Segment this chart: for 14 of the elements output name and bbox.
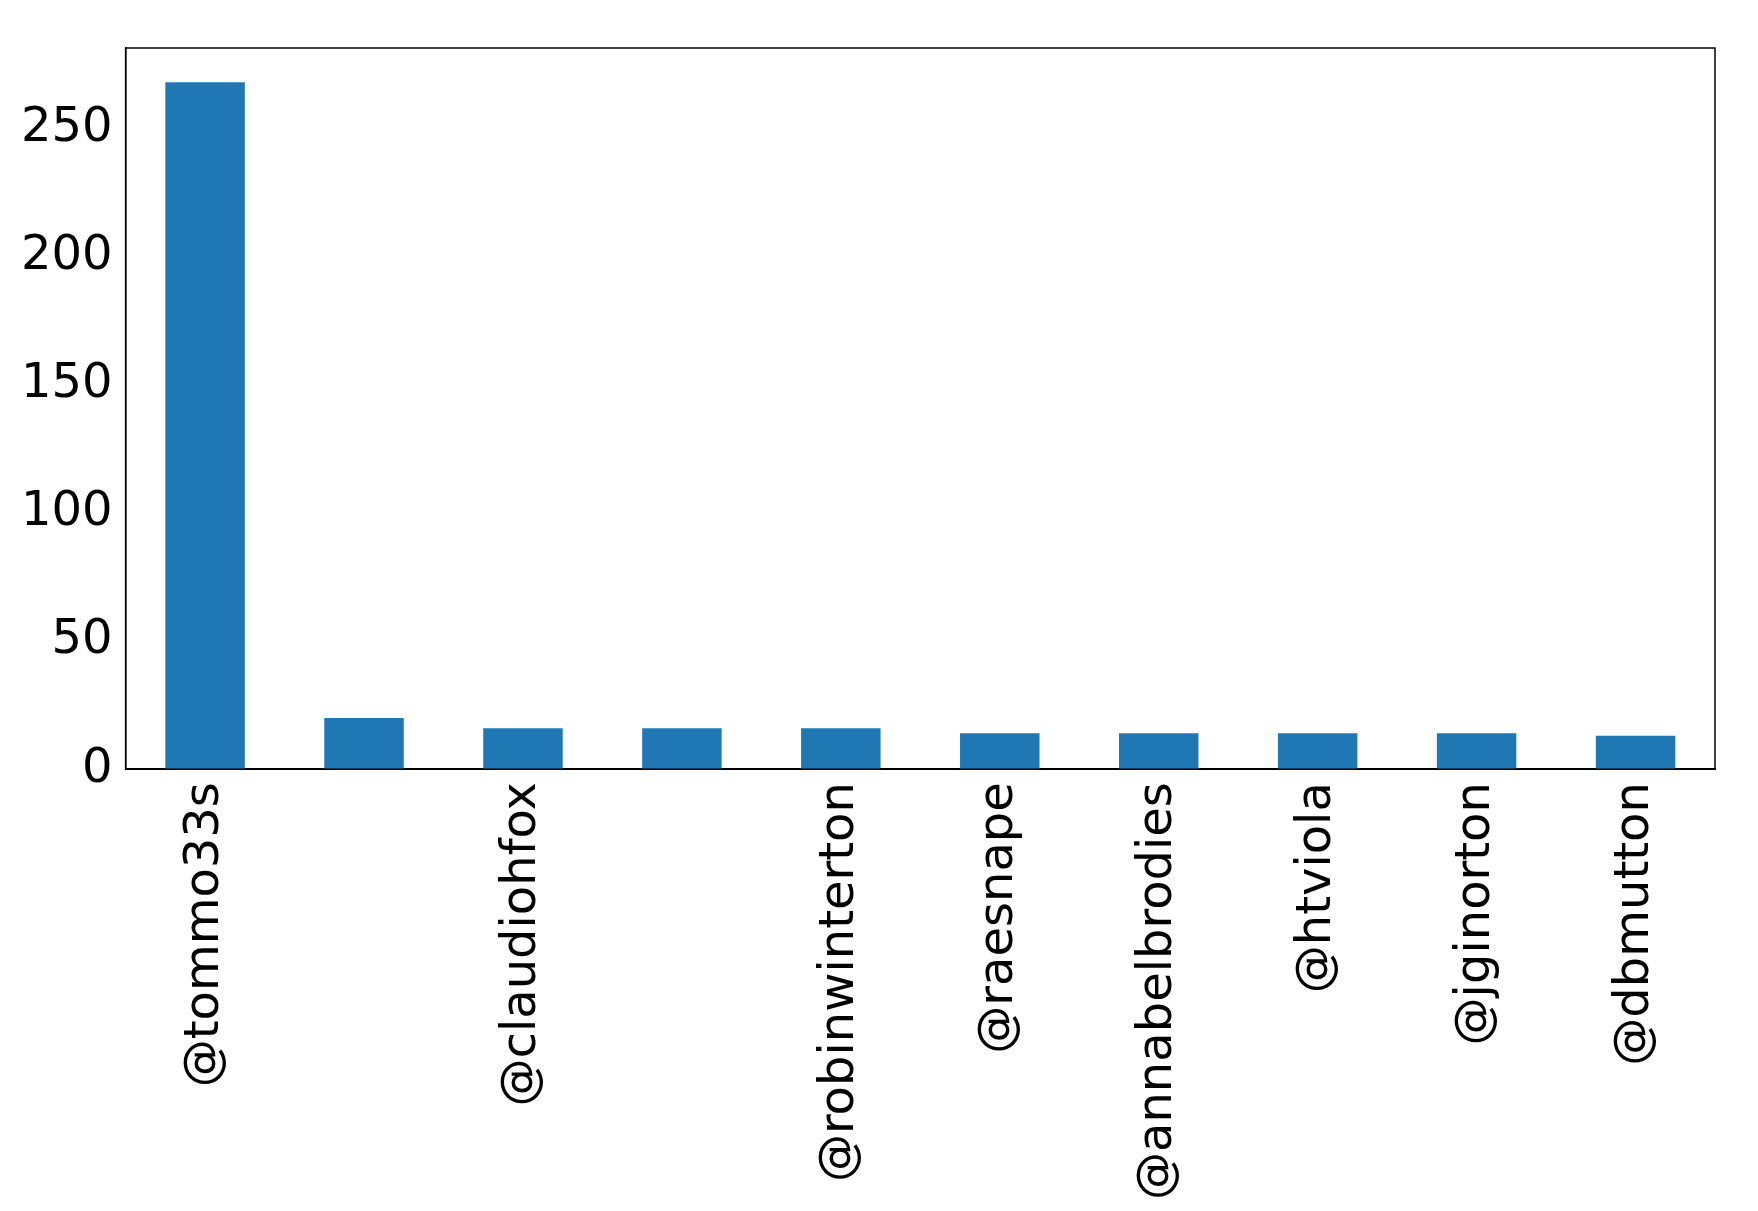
x-tick-label: @robinwinterton [808,782,865,1183]
x-tick-label: @claudiohfox [490,782,547,1107]
x-tick-label: @dbmutton [1603,782,1659,1066]
x-tick-label: @annabelbrodies [1126,782,1183,1201]
y-tick-label: 100 [20,480,113,537]
y-tick-label: 50 [51,608,113,665]
y-tick-label: 250 [20,95,113,152]
y-tick-label: 150 [20,352,113,409]
y-tick-label: 200 [20,224,113,281]
x-tick-label: @raesnape [967,782,1024,1054]
y-tick-label: 0 [82,736,113,793]
x-tick-label: @jginorton [1444,782,1501,1046]
x-tick-label: @htviola [1285,782,1342,994]
x-tick-label: @tommo33s [172,782,229,1088]
